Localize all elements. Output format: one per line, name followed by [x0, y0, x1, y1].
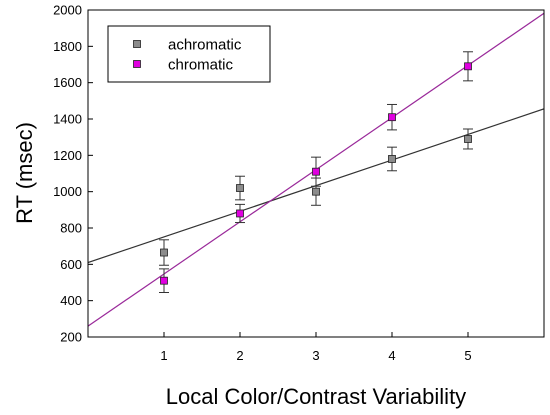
data-point-achromatic [312, 187, 320, 196]
y-tick-label: 1600 [53, 75, 82, 90]
data-point-achromatic [464, 135, 472, 143]
x-axis-title: Local Color/Contrast Variability [166, 384, 466, 409]
legend-marker-achromatic [133, 40, 141, 48]
x-tick-label: 2 [236, 348, 243, 363]
y-tick-label: 200 [60, 330, 82, 345]
data-point-achromatic [388, 155, 396, 163]
legend-label-chromatic: chromatic [168, 57, 234, 74]
y-tick-label: 400 [60, 293, 82, 308]
x-tick-label: 3 [312, 348, 319, 363]
x-tick-label: 5 [464, 348, 471, 363]
y-tick-label: 1800 [53, 39, 82, 54]
data-markers [159, 51, 473, 293]
legend: achromatic chromatic [107, 25, 271, 83]
data-point-chromatic [236, 209, 244, 218]
y-tick-label: 800 [60, 221, 82, 236]
y-tick-label: 1000 [53, 184, 82, 199]
data-point-achromatic [236, 184, 244, 192]
legend-marker-chromatic [133, 60, 141, 68]
y-tick-label: 600 [60, 257, 82, 272]
y-tick-label: 2000 [53, 3, 82, 18]
data-point-chromatic [464, 62, 472, 71]
legend-box [107, 25, 271, 83]
legend-label-achromatic: achromatic [168, 37, 242, 54]
data-point-chromatic [312, 167, 320, 176]
axis-ticks: 200 400 600 800 1000 1200 1400 1600 1800 2000 1 2 3 4… [53, 3, 472, 364]
data-point-achromatic [160, 248, 168, 257]
data-point-chromatic [388, 113, 396, 122]
data-point-chromatic [160, 276, 168, 285]
x-tick-label: 1 [160, 348, 167, 363]
y-tick-label: 1400 [53, 112, 82, 127]
y-axis-title: RT (msec) [12, 122, 37, 224]
x-tick-label: 4 [388, 348, 395, 363]
y-tick-label: 1200 [53, 148, 82, 163]
